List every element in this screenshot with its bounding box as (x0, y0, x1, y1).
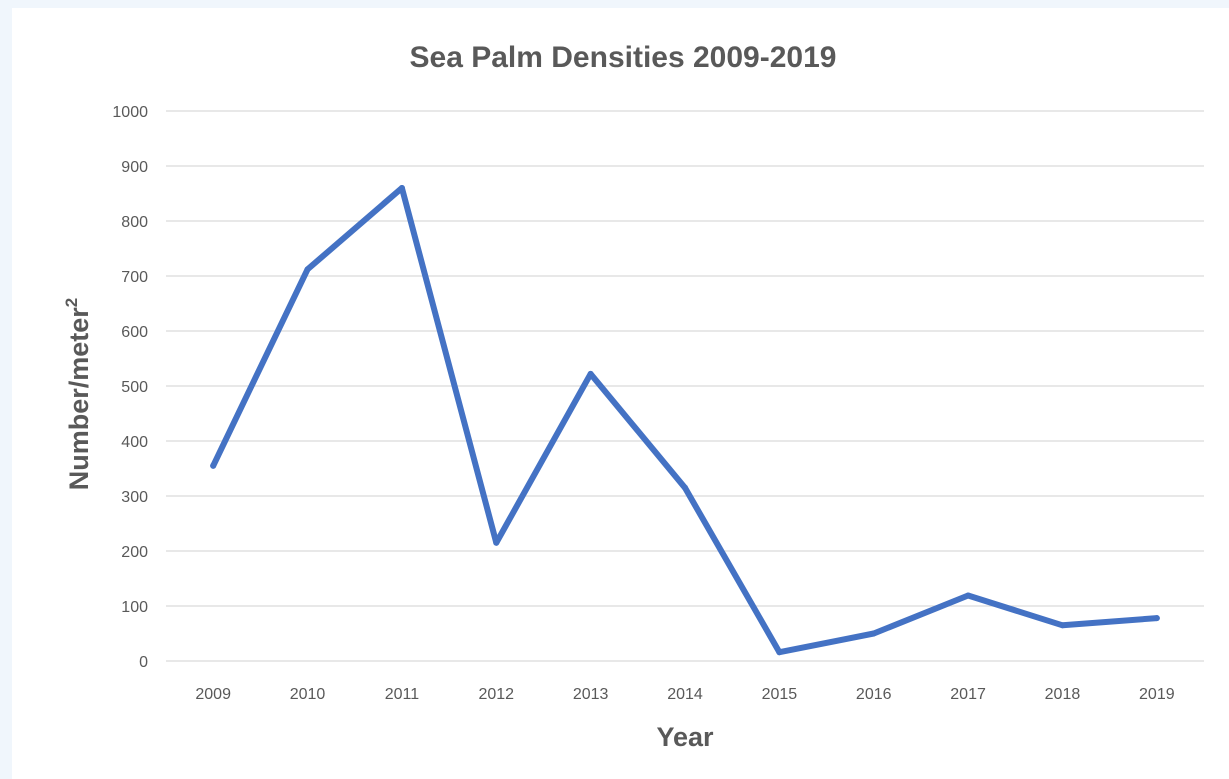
data-point (210, 462, 217, 469)
y-tick-label: 400 (121, 434, 148, 451)
series-line (210, 185, 1160, 656)
x-tick-label: 2014 (667, 686, 703, 703)
x-tick-label: 2015 (762, 686, 798, 703)
data-point (398, 185, 405, 191)
data-point (587, 370, 594, 377)
x-tick-label: 2010 (290, 686, 326, 703)
y-tick-label: 700 (121, 269, 148, 286)
data-point (1153, 615, 1160, 622)
x-tick-label: 2017 (950, 686, 986, 703)
y-tick-label: 300 (121, 489, 148, 506)
x-axis-title: Year (656, 722, 714, 752)
y-axis-ticks: 0 100 200 300 400 500 600 700 800 900 1000 (112, 104, 148, 671)
x-tick-label: 2019 (1139, 686, 1175, 703)
x-tick-label: 2009 (195, 686, 231, 703)
data-point (776, 649, 783, 656)
chart-frame: Sea Palm Densities 2009-2019 0 100 200 300 4… (12, 8, 1229, 779)
x-tick-label: 2013 (573, 686, 609, 703)
y-tick-label: 500 (121, 379, 148, 396)
series-layer (210, 185, 1160, 656)
y-tick-label: 600 (121, 324, 148, 341)
y-tick-label: 0 (139, 654, 148, 671)
x-tick-label: 2018 (1045, 686, 1081, 703)
chart-title: Sea Palm Densities 2009-2019 (410, 41, 837, 74)
x-tick-label: 2012 (478, 686, 514, 703)
y-axis-title-text: Number/meter (64, 307, 94, 491)
line-chart: Sea Palm Densities 2009-2019 0 100 200 300 4… (62, 41, 1204, 752)
gridlines (166, 110, 1204, 662)
y-axis-title: Number/meter2 (62, 298, 94, 491)
data-point (965, 592, 972, 599)
y-tick-label: 800 (121, 214, 148, 231)
x-tick-label: 2011 (385, 686, 420, 703)
y-tick-label: 1000 (112, 104, 148, 121)
y-tick-label: 100 (121, 599, 148, 616)
data-point (1059, 622, 1066, 629)
data-point (870, 630, 877, 637)
data-point (304, 266, 311, 273)
x-tick-label: 2016 (856, 686, 892, 703)
y-axis-title-superscript: 2 (62, 298, 81, 307)
y-tick-label: 900 (121, 159, 148, 176)
data-point (682, 484, 688, 491)
data-point (493, 539, 500, 546)
y-tick-label: 200 (121, 544, 148, 561)
x-axis-ticks: 2009 2010 2011 2012 2013 2014 2015 2016 2017 2018… (195, 686, 1174, 703)
